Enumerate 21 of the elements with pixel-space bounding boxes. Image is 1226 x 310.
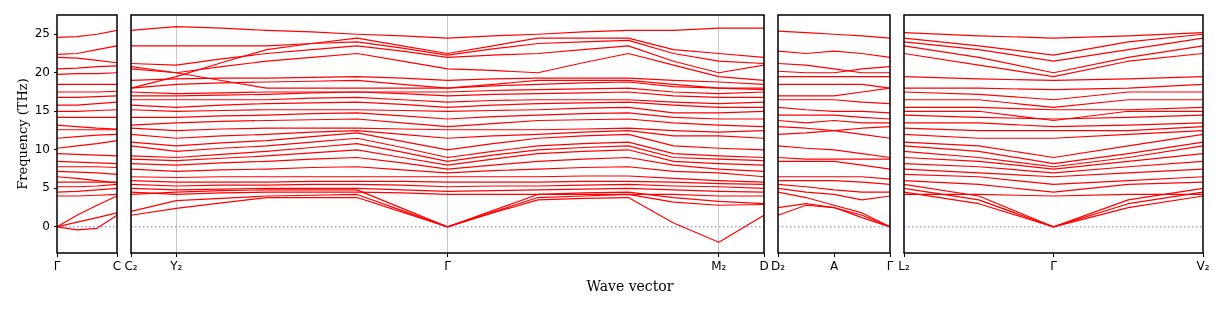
x-axis-title: Wave vector [585,278,675,294]
x-tick-label: D₂ [771,259,786,274]
x-tick-label: Γ [53,259,61,274]
x-tick-label: Γ [444,259,452,274]
y-axis-title: Frequency (THz) [15,78,31,190]
x-tick-label: V₂ [1196,259,1211,274]
y-tick-label: 15 [34,103,50,118]
x-tick-label: C [112,259,122,274]
x-tick-label: Γ [886,259,894,274]
y-tick-label: 10 [34,141,50,156]
y-tick-label: 0 [42,218,50,233]
x-tick-label: L₂ [898,259,911,274]
y-tick-label: 25 [34,26,50,41]
x-tick-label: M₂ [711,259,727,274]
x-tick-label: D [759,259,769,274]
y-tick-label: 20 [34,64,50,79]
x-tick-label: Γ [1050,259,1058,274]
y-tick-label: 5 [42,180,50,195]
x-tick-label: C₂ [124,259,138,274]
x-tick-label: Y₂ [169,259,183,274]
x-tick-label: A [830,259,840,274]
